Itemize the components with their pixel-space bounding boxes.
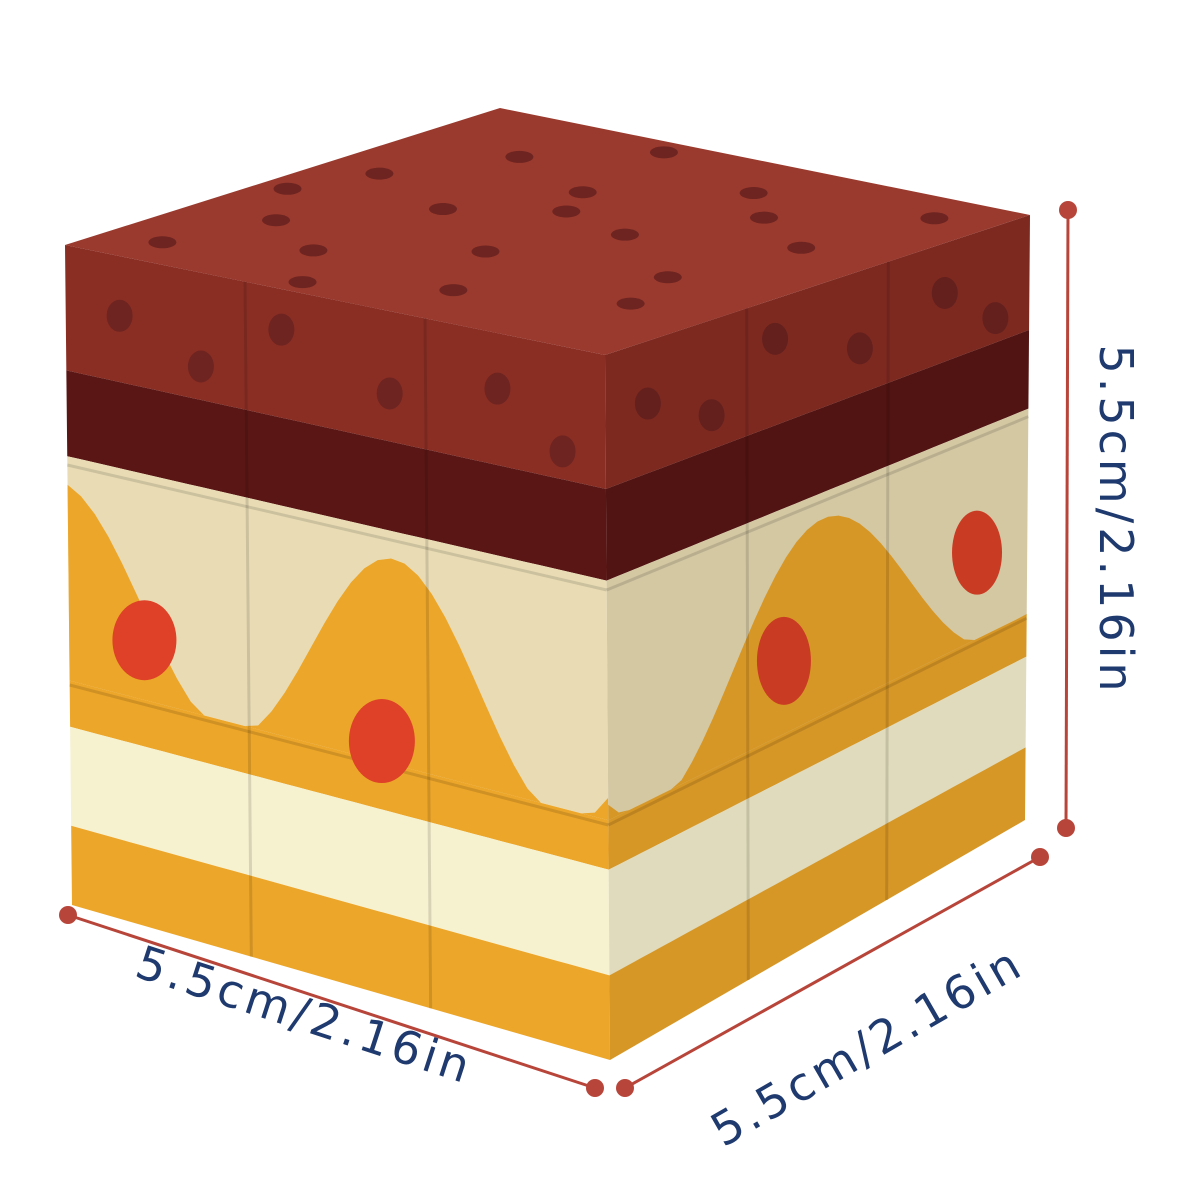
width-dimension-dot-right — [586, 1079, 604, 1097]
left-crumb-dot — [268, 313, 295, 346]
right-dark-sponge-layer — [605, 329, 1030, 581]
top-crumb-dot — [616, 297, 645, 310]
right-crumb-dot — [931, 277, 958, 309]
width-dimension-line — [67, 913, 596, 1090]
top-crumb-dot — [920, 212, 949, 225]
height-dimension-dot-bottom — [1057, 819, 1075, 837]
left-grid-line — [69, 683, 609, 827]
right-crumb-dot — [982, 302, 1009, 335]
top-crumb-dot — [299, 244, 328, 257]
left-grid-line — [243, 281, 253, 957]
right-crumb-dot — [634, 387, 661, 420]
cherry — [348, 699, 415, 784]
cherry — [952, 510, 1003, 595]
left-dark-sponge-layer — [66, 370, 607, 581]
right-light-cream-layer — [608, 656, 1027, 976]
height-dimension-line — [1064, 209, 1070, 829]
right-grid-line — [745, 308, 750, 981]
left-crumb-dot — [376, 377, 403, 410]
top-crumb-dot — [750, 211, 778, 224]
cherry — [112, 600, 177, 681]
left-crumb-dot — [484, 372, 511, 405]
top-crumb-dot — [262, 214, 291, 227]
depth-dimension-dot-left — [616, 1079, 634, 1097]
left-sponge-layer — [65, 245, 606, 489]
right-crumb-dot — [762, 322, 789, 355]
left-crumb-dot — [549, 435, 576, 468]
width-dimension-dot-left — [59, 906, 77, 924]
left-light-cream-layer — [70, 726, 610, 976]
left-grid-line — [66, 463, 608, 592]
width-label: 5.5cm/2.16in — [130, 935, 481, 1095]
top-crumb-dot — [288, 276, 317, 289]
height-dimension-dot-top — [1059, 201, 1077, 219]
top-crumb-dot — [429, 203, 457, 216]
top-crumb-dot — [273, 182, 302, 195]
cube-top-face — [65, 108, 1030, 355]
top-crumb-dot — [653, 271, 682, 284]
right-face-shade — [605, 215, 1030, 1060]
depth-dimension-line — [624, 855, 1041, 1090]
left-orange-layer — [69, 680, 609, 870]
top-crumb-dot — [552, 205, 581, 218]
right-orange-layer — [608, 614, 1027, 870]
top-crumb-dot — [148, 236, 177, 249]
left-grid-line — [423, 318, 433, 1009]
left-bottom-orange-layer — [71, 825, 610, 1060]
height-label: 5.5cm/2.16in — [1089, 344, 1143, 695]
right-crumb-dot — [846, 332, 873, 365]
right-bottom-orange-layer — [609, 747, 1026, 1060]
left-orange-wave — [67, 484, 609, 821]
cherry — [756, 616, 811, 705]
right-crumb-dot — [698, 399, 725, 432]
depth-dimension-dot-right — [1031, 848, 1049, 866]
left-crumb-dot — [187, 350, 214, 383]
top-crumb-dot — [505, 150, 534, 163]
top-crumb-dot — [610, 228, 639, 241]
right-grid-line — [885, 261, 890, 901]
left-crumb-dot — [106, 299, 133, 332]
top-crumb-dot — [739, 187, 768, 200]
right-grid-line — [607, 616, 1028, 827]
depth-label: 5.5cm/2.16in — [701, 935, 1032, 1157]
top-crumb-dot — [365, 167, 394, 180]
right-orange-wave — [608, 515, 1027, 821]
right-grid-line — [606, 415, 1029, 592]
top-crumb-dot — [649, 146, 678, 159]
top-crumb-dot — [439, 284, 468, 297]
top-crumb-dot — [471, 245, 500, 258]
top-crumb-dot — [568, 186, 597, 199]
top-crumb-dot — [787, 241, 816, 254]
